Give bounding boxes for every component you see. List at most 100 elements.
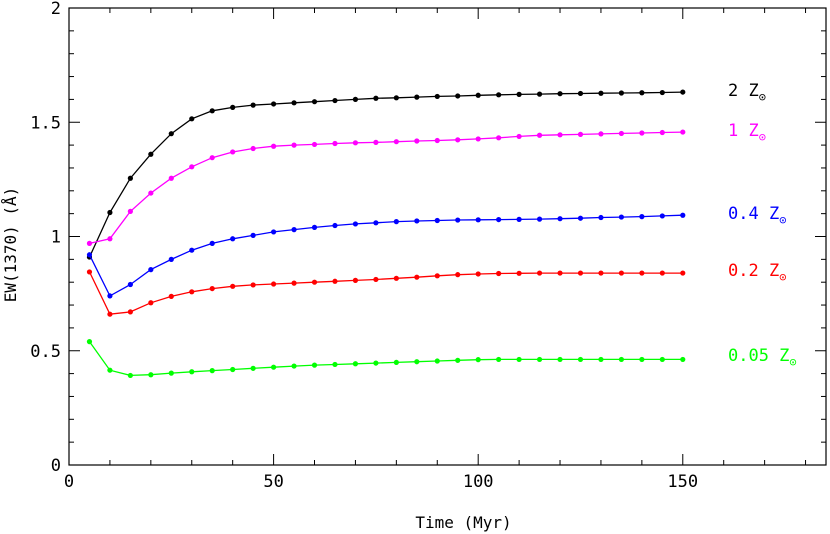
data-point [250, 232, 256, 238]
x-tick-label: 100 [463, 472, 494, 492]
data-point [496, 356, 502, 363]
data-point [639, 270, 645, 276]
series-label: 1 Z⊙ [728, 121, 766, 144]
data-point [373, 276, 379, 283]
data-point [393, 219, 399, 225]
data-point [680, 89, 686, 95]
series-line [88, 91, 683, 258]
data-point [311, 279, 318, 285]
data-point [618, 214, 625, 220]
data-point [496, 135, 502, 141]
data-point [86, 339, 93, 345]
data-point [148, 267, 154, 273]
data-point [455, 137, 461, 143]
y-axis-title: EW(1370) (Å) [1, 187, 20, 303]
series-2 [86, 212, 686, 299]
data-point [230, 236, 236, 242]
data-point [107, 236, 113, 242]
data-point [168, 293, 174, 299]
data-point [516, 133, 522, 140]
data-point [393, 275, 399, 281]
data-point [352, 221, 359, 227]
data-point [536, 270, 543, 276]
data-point [311, 224, 318, 230]
series-1 [86, 129, 686, 246]
data-point [270, 281, 277, 287]
data-point [168, 175, 174, 181]
data-point [230, 104, 236, 110]
data-point [189, 369, 195, 375]
data-point [332, 361, 338, 368]
data-point [475, 271, 481, 277]
series-0 [86, 89, 686, 260]
data-point [496, 216, 502, 223]
data-point [557, 270, 563, 276]
data-point [107, 293, 113, 299]
data-point [230, 283, 236, 289]
data-point [639, 356, 645, 363]
data-point [373, 360, 379, 366]
data-point [148, 151, 154, 157]
series-3 [86, 269, 686, 317]
data-point [414, 359, 420, 365]
data-point [414, 94, 420, 100]
data-point [291, 100, 297, 106]
data-point [270, 101, 277, 107]
series-4 [86, 339, 686, 379]
data-point [598, 90, 604, 96]
data-point [516, 91, 522, 97]
data-point [209, 108, 215, 114]
data-point [639, 214, 645, 220]
data-point [332, 140, 338, 147]
data-point [250, 365, 256, 371]
data-point [577, 215, 584, 221]
data-point [189, 116, 195, 122]
data-point [496, 92, 502, 98]
data-point [311, 141, 318, 148]
data-point [291, 142, 297, 148]
data-point [291, 227, 297, 233]
data-point [536, 216, 543, 222]
data-point [557, 91, 563, 97]
x-tick-label: 0 [64, 472, 74, 492]
data-point [373, 220, 379, 226]
data-point [659, 270, 665, 276]
series-label: 2 Z⊙ [728, 81, 766, 104]
data-point [414, 218, 420, 224]
series-line [88, 214, 683, 297]
data-point [291, 363, 297, 369]
series-label: 0.05 Z⊙ [728, 346, 797, 369]
data-point [557, 356, 563, 363]
data-point [598, 356, 604, 363]
data-point [393, 139, 399, 145]
data-point [577, 270, 584, 276]
data-point [680, 129, 686, 135]
data-point [168, 131, 174, 137]
data-point [639, 90, 645, 96]
y-tick-label: 1.5 [30, 113, 61, 133]
series-layer [86, 89, 686, 379]
y-tick-label: 0.5 [30, 342, 61, 362]
data-point [475, 217, 481, 223]
data-point [455, 217, 461, 223]
data-point [127, 175, 133, 181]
data-point [148, 300, 154, 306]
data-point [434, 358, 440, 364]
series-labels: 2 Z⊙ 1 Z⊙ 0.4 Z⊙ 0.2 Z⊙ 0.05 Z⊙ [728, 81, 797, 369]
data-point [332, 278, 338, 284]
data-point [455, 93, 461, 99]
data-point [516, 356, 522, 363]
data-point [659, 89, 665, 96]
data-point [455, 272, 461, 278]
data-point [577, 131, 584, 137]
data-point [577, 356, 584, 363]
data-point [659, 129, 665, 136]
data-point [557, 132, 563, 138]
data-point [107, 367, 113, 373]
data-point [475, 92, 481, 98]
data-point [659, 213, 665, 219]
data-point [168, 256, 174, 262]
data-point [618, 90, 625, 96]
plot-frame [68, 7, 827, 466]
data-point [107, 311, 113, 317]
